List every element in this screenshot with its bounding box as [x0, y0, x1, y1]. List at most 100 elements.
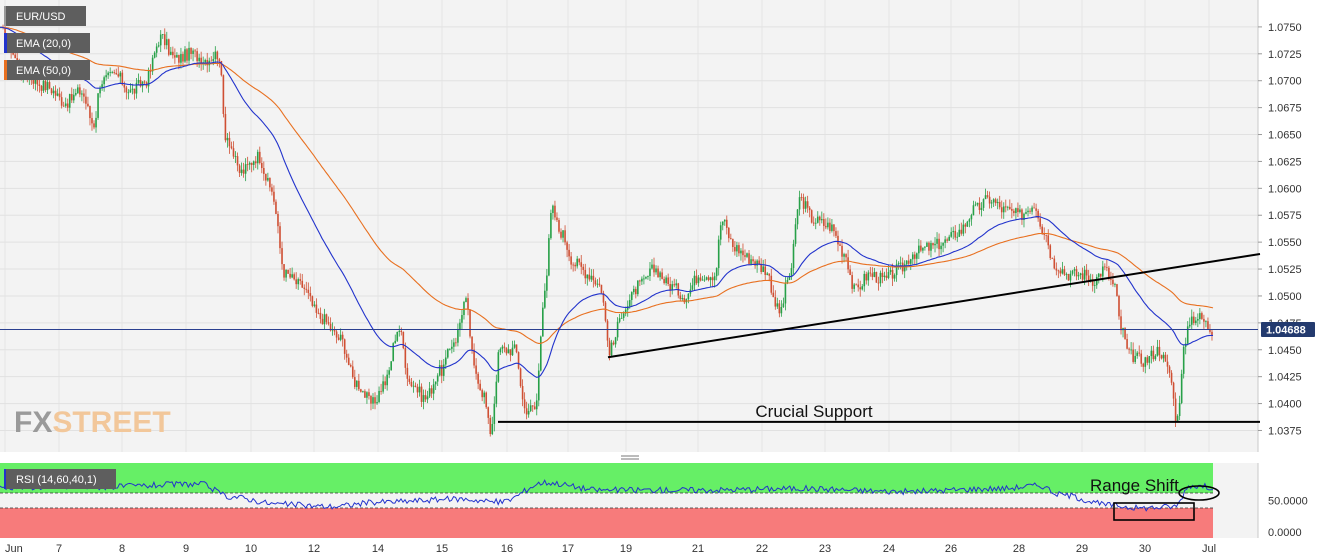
candle-body [1053, 258, 1056, 269]
candle-body [285, 269, 287, 278]
candle-body [1203, 318, 1205, 322]
candle-body [628, 299, 631, 307]
candle-body [273, 191, 275, 202]
candle-body [129, 89, 132, 93]
candle-body [263, 168, 265, 174]
candle-body [194, 50, 196, 52]
candle-body [529, 405, 532, 412]
candle-body [1138, 352, 1141, 354]
candle-body [157, 45, 160, 47]
legend-ema50-swatch [4, 60, 7, 80]
candle-body [402, 331, 405, 349]
candle-body [337, 337, 340, 340]
candle-body [1023, 213, 1025, 220]
legend-ema50[interactable]: EMA (50,0) [4, 60, 90, 80]
panel-splitter[interactable] [0, 452, 1331, 463]
candle-body [32, 80, 35, 84]
legend-symbol[interactable]: EUR/USD [4, 6, 86, 26]
candle-body [190, 47, 192, 54]
candlesticks [0, 23, 1213, 437]
candle-body [143, 81, 146, 83]
candle-body [964, 224, 967, 227]
candle-body [1043, 233, 1045, 235]
candle-body [519, 368, 522, 386]
candle-body [192, 50, 194, 54]
candle-body [287, 269, 289, 274]
candle-body [517, 352, 520, 369]
candle-body [974, 204, 977, 206]
candle-body [782, 303, 785, 308]
price-tick-label: 1.0400 [1268, 399, 1302, 411]
candle-body [548, 238, 550, 276]
candle-body [491, 423, 494, 435]
candle-body [742, 250, 744, 256]
candle-body [867, 272, 870, 281]
candle-body [780, 307, 783, 314]
candle-body [1118, 295, 1120, 317]
candle-body [467, 298, 469, 310]
legend-rsi[interactable]: RSI (14,60,40,1) [4, 469, 116, 489]
candle-body [705, 277, 708, 280]
candle-body [1037, 210, 1039, 219]
candle-body [651, 264, 653, 269]
candle-body [909, 259, 912, 264]
candle-body [637, 280, 639, 295]
candle-body [612, 342, 615, 345]
candle-body [796, 209, 799, 225]
crucial-support-label: Crucial Support [755, 402, 872, 421]
candle-body [746, 253, 748, 257]
candle-body [667, 277, 669, 285]
candle-body [630, 292, 633, 300]
candle-body [422, 395, 425, 402]
candle-body [671, 284, 674, 291]
candle-body [1027, 210, 1029, 213]
candle-body [827, 222, 829, 228]
candle-body [457, 330, 459, 343]
candle-body [62, 105, 65, 107]
candle-body [851, 275, 853, 289]
candle-body [859, 287, 862, 290]
candle-body [428, 388, 431, 397]
legend-symbol-text: EUR/USD [16, 11, 66, 23]
candle-body [800, 197, 803, 198]
candle-body [360, 389, 362, 392]
candle-body [14, 54, 16, 59]
candle-body [580, 262, 583, 267]
candle-body [942, 242, 944, 246]
candle-body [1178, 402, 1181, 417]
candle-body [444, 357, 447, 365]
candle-body [226, 137, 229, 141]
candle-body [240, 169, 243, 173]
candle-body [89, 106, 91, 119]
candle-body [176, 54, 178, 58]
candle-body [64, 103, 67, 106]
candle-body [60, 97, 63, 106]
candle-body [988, 196, 991, 204]
candle-body [525, 408, 528, 415]
candle-body [772, 292, 775, 298]
candle-body [317, 312, 320, 314]
candle-body [1150, 350, 1153, 357]
legend-ema20[interactable]: EMA (20,0) [4, 33, 90, 53]
last-price-badge: 1.04688 [1261, 322, 1315, 338]
candle-body [635, 288, 637, 295]
candle-body [1132, 349, 1134, 362]
candle-body [275, 201, 277, 214]
candle-body [220, 61, 223, 76]
candle-body [1180, 373, 1183, 403]
candle-body [776, 303, 779, 307]
candle-body [938, 238, 940, 250]
candle-body [75, 93, 77, 95]
candle-body [244, 164, 247, 174]
candle-body [760, 263, 762, 272]
candle-body [948, 236, 950, 241]
candle-body [58, 93, 61, 98]
candle-body [501, 346, 504, 349]
candle-body [982, 199, 985, 208]
candle-body [1192, 316, 1195, 324]
candle-body [537, 370, 540, 401]
horizontal-grid [0, 26, 1258, 431]
range-shift-box [1113, 502, 1195, 521]
legend-rsi-text: RSI (14,60,40,1) [16, 474, 97, 486]
candle-body [111, 72, 114, 73]
